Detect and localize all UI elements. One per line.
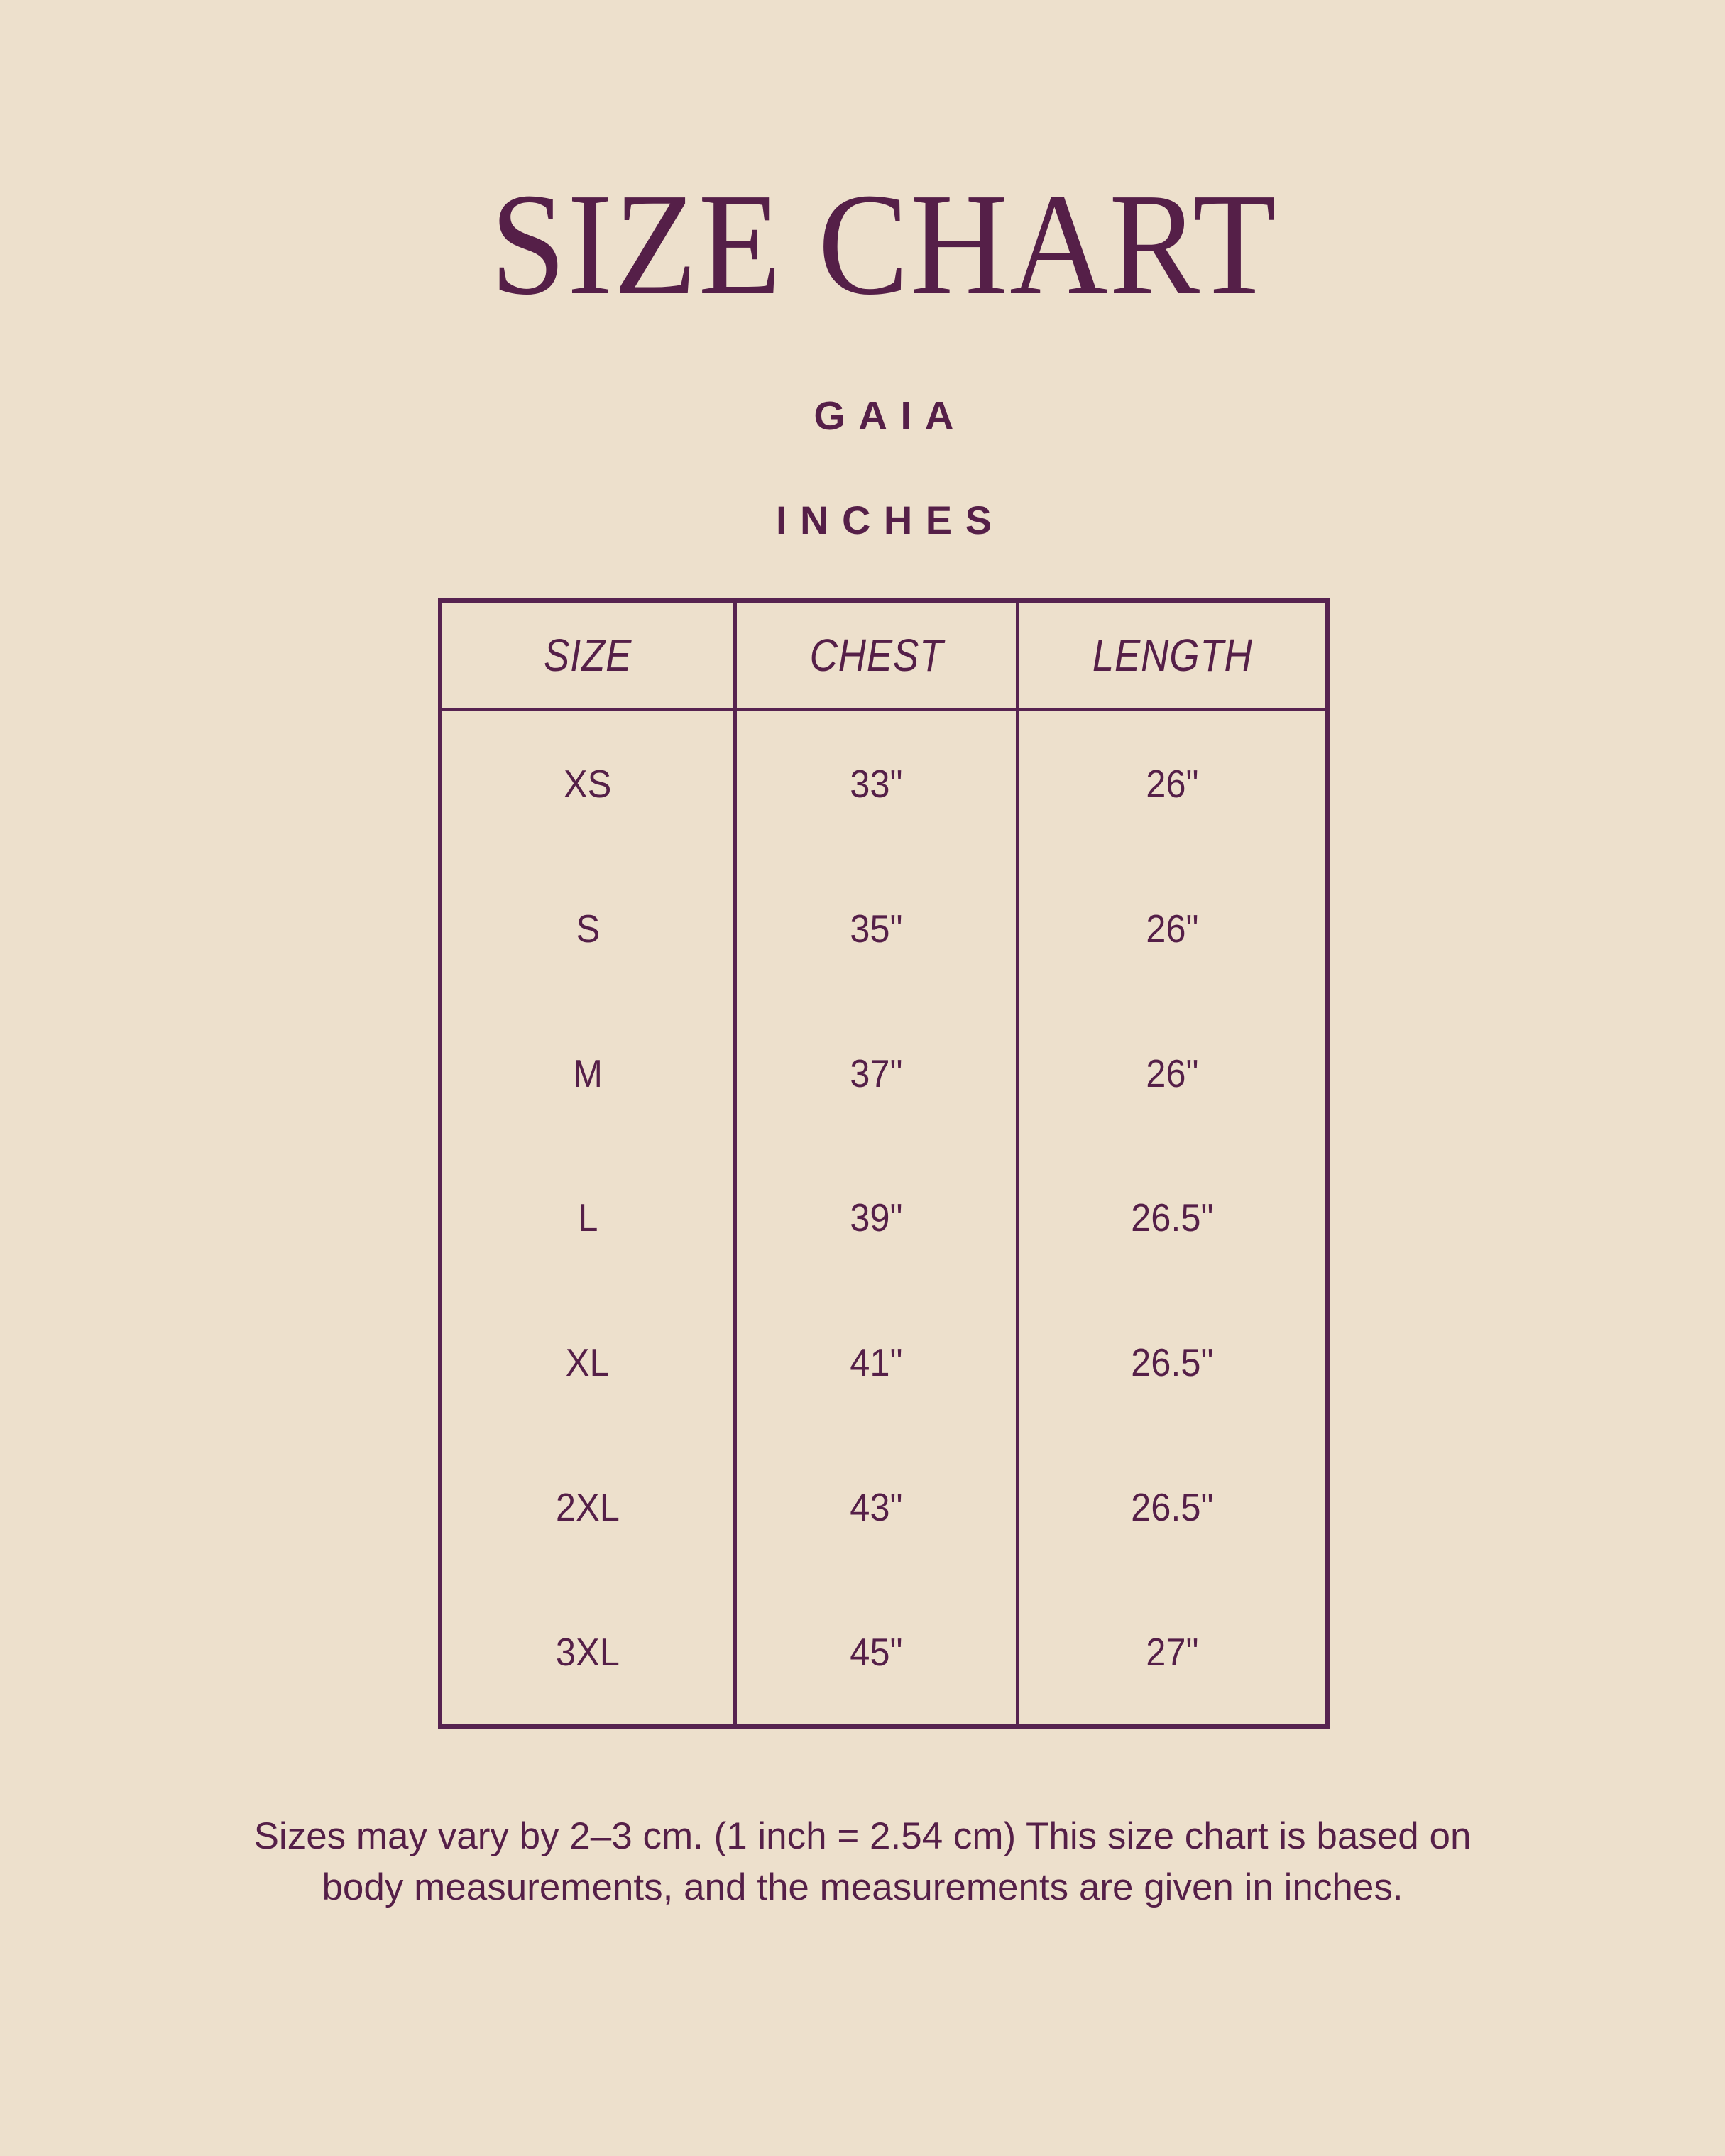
size-cell: L [442,1145,737,1291]
length-cell: 26.5" [1131,1340,1214,1385]
chest-cell: 41" [737,1290,1019,1435]
size-cell: XL [442,1290,737,1435]
product-name: GAIA [814,393,967,439]
length-cell: 26.5" [1131,1485,1214,1530]
size-cell: XS [442,711,737,856]
length-cell: 26" [1146,906,1199,951]
length-cell: 26" [1146,1051,1199,1095]
chest-cell: 43" [737,1435,1019,1580]
size-cell: S [442,855,737,1001]
page-title: SIZE CHART [490,163,1278,325]
units-label: INCHES [776,498,1005,542]
size-cell: 3XL [442,1580,737,1724]
length-cell: 27" [1146,1630,1199,1675]
chest-cell: 35" [737,855,1019,1001]
size-table: SIZE CHEST LENGTH XS 33" 26" S 35" 26" M… [438,598,1330,1729]
size-cell: 2XL [442,1435,737,1580]
chest-cell: 37" [737,1000,1019,1146]
column-header-length: LENGTH [1019,603,1325,711]
column-header-chest: CHEST [737,603,1019,711]
size-disclaimer: Sizes may vary by 2–3 cm. (1 inch = 2.54… [0,1811,1725,1913]
chest-cell: 45" [737,1580,1019,1724]
disclaimer-line-1: Sizes may vary by 2–3 cm. (1 inch = 2.54… [253,1815,1472,1857]
length-cell: 26.5" [1131,1195,1214,1240]
disclaimer-line-2: body measurements, and the measurements … [322,1866,1403,1908]
size-cell: M [442,1000,737,1146]
chest-cell: 39" [737,1145,1019,1291]
length-cell: 26" [1146,761,1199,806]
chest-cell: 33" [737,711,1019,856]
column-header-size: SIZE [442,603,737,711]
